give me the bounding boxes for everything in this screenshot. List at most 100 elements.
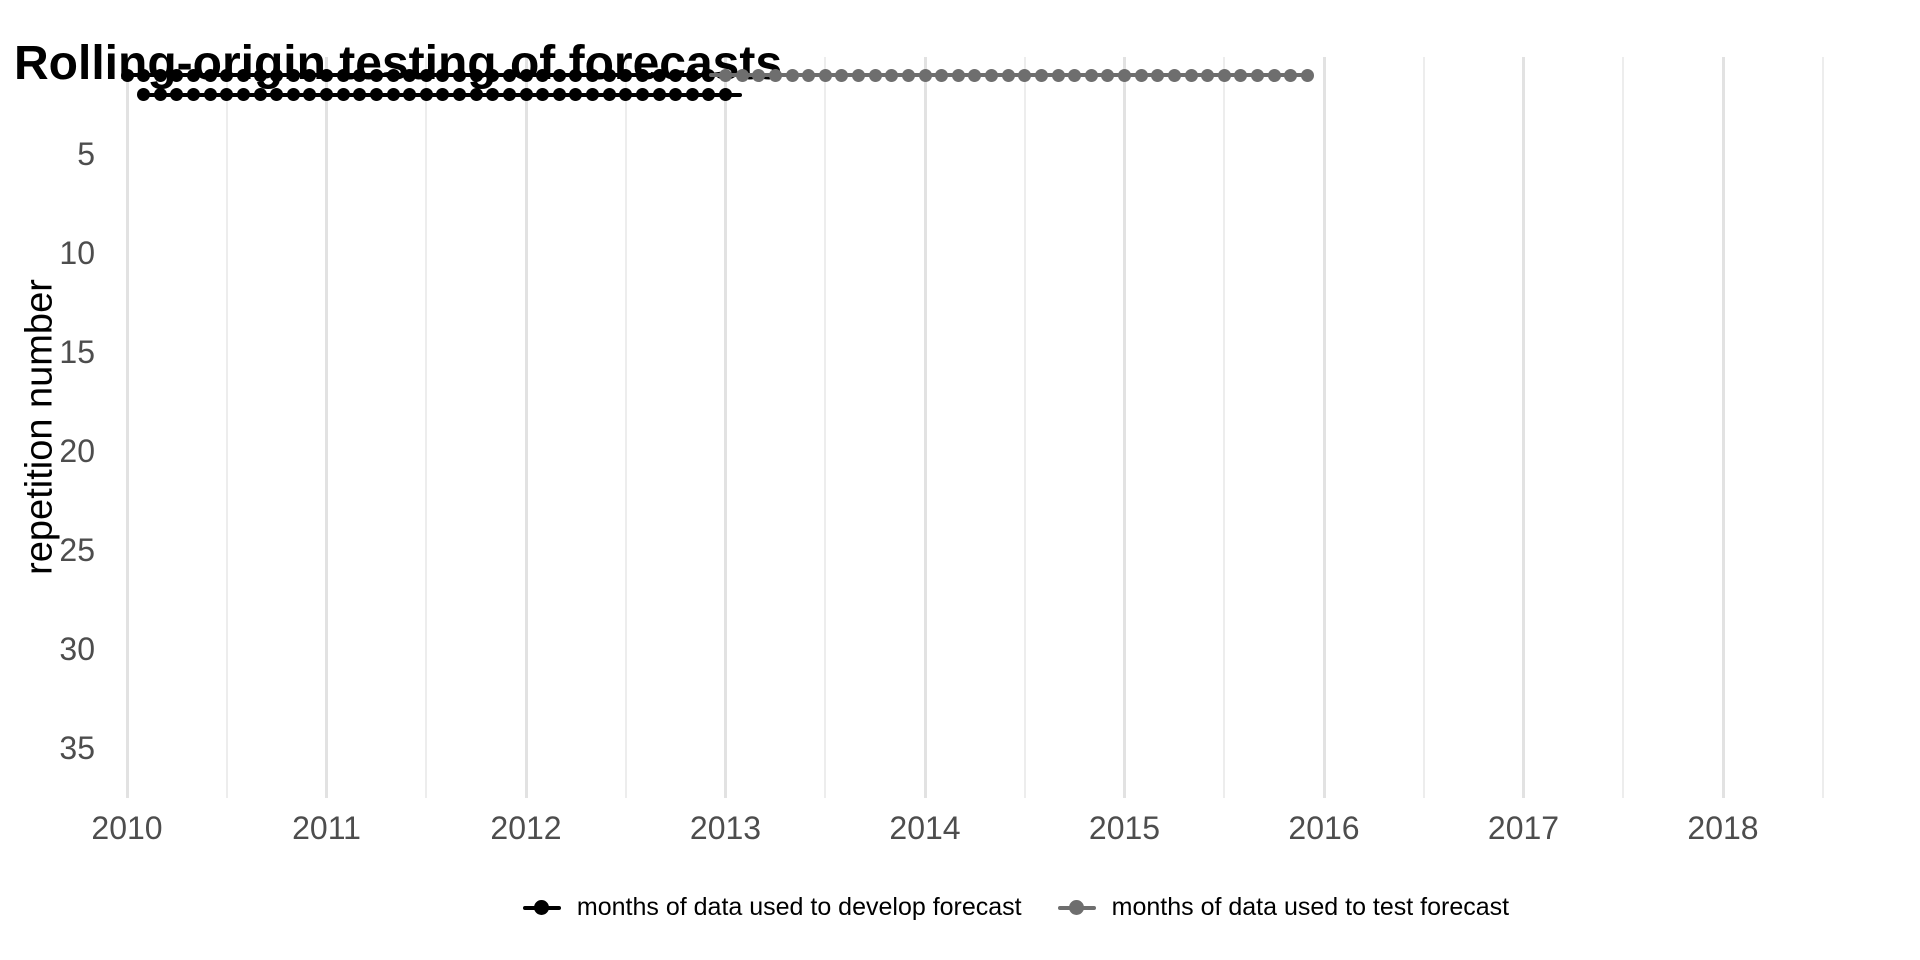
legend-label-develop: months of data used to develop forecast — [576, 893, 1022, 921]
data-point — [469, 68, 483, 82]
data-point — [685, 88, 699, 102]
gridline-minor-2016 — [1422, 57, 1425, 798]
legend-label-test: months of data used to test forecast — [1111, 893, 1510, 921]
data-point — [586, 88, 599, 102]
data-point — [419, 88, 433, 102]
data-point — [968, 68, 982, 82]
data-point — [203, 88, 217, 102]
data-point — [519, 68, 533, 82]
data-point — [918, 68, 932, 82]
data-point — [752, 68, 766, 82]
data-point — [669, 88, 683, 102]
data-point — [403, 88, 417, 102]
data-point — [1068, 68, 1082, 82]
data-point — [602, 88, 616, 102]
data-point — [153, 68, 167, 82]
data-point — [203, 68, 217, 82]
data-point — [170, 88, 184, 102]
data-point — [1084, 68, 1098, 82]
gridline-major-2011 — [325, 57, 328, 798]
data-point — [1134, 68, 1148, 82]
data-point — [502, 88, 516, 102]
gridline-major-2014 — [923, 57, 927, 798]
data-point — [220, 88, 234, 102]
data-point — [187, 68, 200, 82]
x-tick-label: 2016 — [1288, 810, 1360, 846]
data-point — [852, 68, 865, 82]
data-point — [153, 88, 167, 102]
data-point — [586, 68, 599, 82]
data-point — [403, 68, 417, 82]
x-tick-label: 2015 — [1088, 810, 1161, 846]
data-point — [552, 88, 566, 102]
data-point — [120, 68, 134, 82]
data-point — [436, 88, 450, 102]
gridline-minor-2015 — [1223, 57, 1226, 798]
legend-item-develop: months of data used to develop forecast — [522, 893, 1022, 922]
data-point — [1118, 68, 1131, 82]
data-point — [1201, 68, 1215, 82]
gridline-major-2015 — [1123, 57, 1126, 798]
x-tick-label: 2014 — [889, 810, 961, 846]
data-point — [685, 68, 699, 82]
data-point — [236, 88, 250, 102]
data-point — [602, 68, 616, 82]
data-point — [286, 88, 300, 102]
data-point — [369, 68, 383, 82]
data-point — [1251, 68, 1264, 82]
y-tick-label: 10 — [59, 235, 95, 272]
gridline-major-2017 — [1522, 57, 1525, 798]
gridline-major-2012 — [524, 57, 528, 798]
x-tick-label: 2013 — [689, 810, 762, 846]
gridline-minor-2010 — [225, 57, 228, 798]
data-point — [951, 68, 965, 82]
series-line — [143, 92, 726, 97]
data-point — [137, 68, 151, 82]
data-point — [719, 68, 732, 82]
data-point — [835, 68, 849, 82]
data-point — [386, 88, 400, 102]
gridline-minor-2018 — [1821, 57, 1824, 798]
data-point — [652, 68, 666, 82]
data-point — [1300, 68, 1314, 82]
data-point — [453, 68, 466, 82]
data-point — [818, 68, 832, 82]
y-tick-label: 15 — [59, 334, 95, 371]
data-point — [635, 68, 649, 82]
data-point — [1267, 68, 1281, 82]
data-point — [868, 68, 882, 82]
gridline-minor-2013 — [824, 57, 827, 798]
x-tick-label: 2012 — [490, 810, 562, 846]
data-point — [336, 68, 350, 82]
data-point — [320, 68, 333, 82]
legend-key-develop — [522, 897, 561, 918]
gridline-minor-2012 — [624, 57, 627, 798]
data-point — [1184, 68, 1198, 82]
x-tick-label: 2011 — [292, 810, 361, 846]
gridline-major-2018 — [1721, 57, 1725, 798]
data-point — [270, 88, 284, 102]
series-line — [127, 73, 709, 77]
data-point — [519, 88, 533, 102]
data-point — [1018, 68, 1032, 82]
data-point — [1151, 68, 1165, 82]
data-point — [1234, 68, 1248, 82]
data-point — [1051, 68, 1065, 82]
data-point — [619, 88, 633, 102]
data-point — [436, 68, 450, 82]
data-point — [569, 68, 583, 82]
data-point — [552, 68, 566, 82]
x-tick-label: 2018 — [1687, 810, 1759, 846]
data-point — [785, 68, 799, 82]
data-point — [536, 88, 550, 102]
data-point — [885, 68, 899, 82]
data-point — [253, 68, 267, 82]
gridline-minor-2017 — [1622, 57, 1625, 798]
data-point — [802, 68, 816, 82]
gridline-minor-2014 — [1023, 57, 1026, 798]
data-point — [286, 68, 300, 82]
data-point — [369, 88, 383, 102]
y-tick-label: 25 — [59, 532, 95, 569]
data-point — [935, 68, 949, 82]
